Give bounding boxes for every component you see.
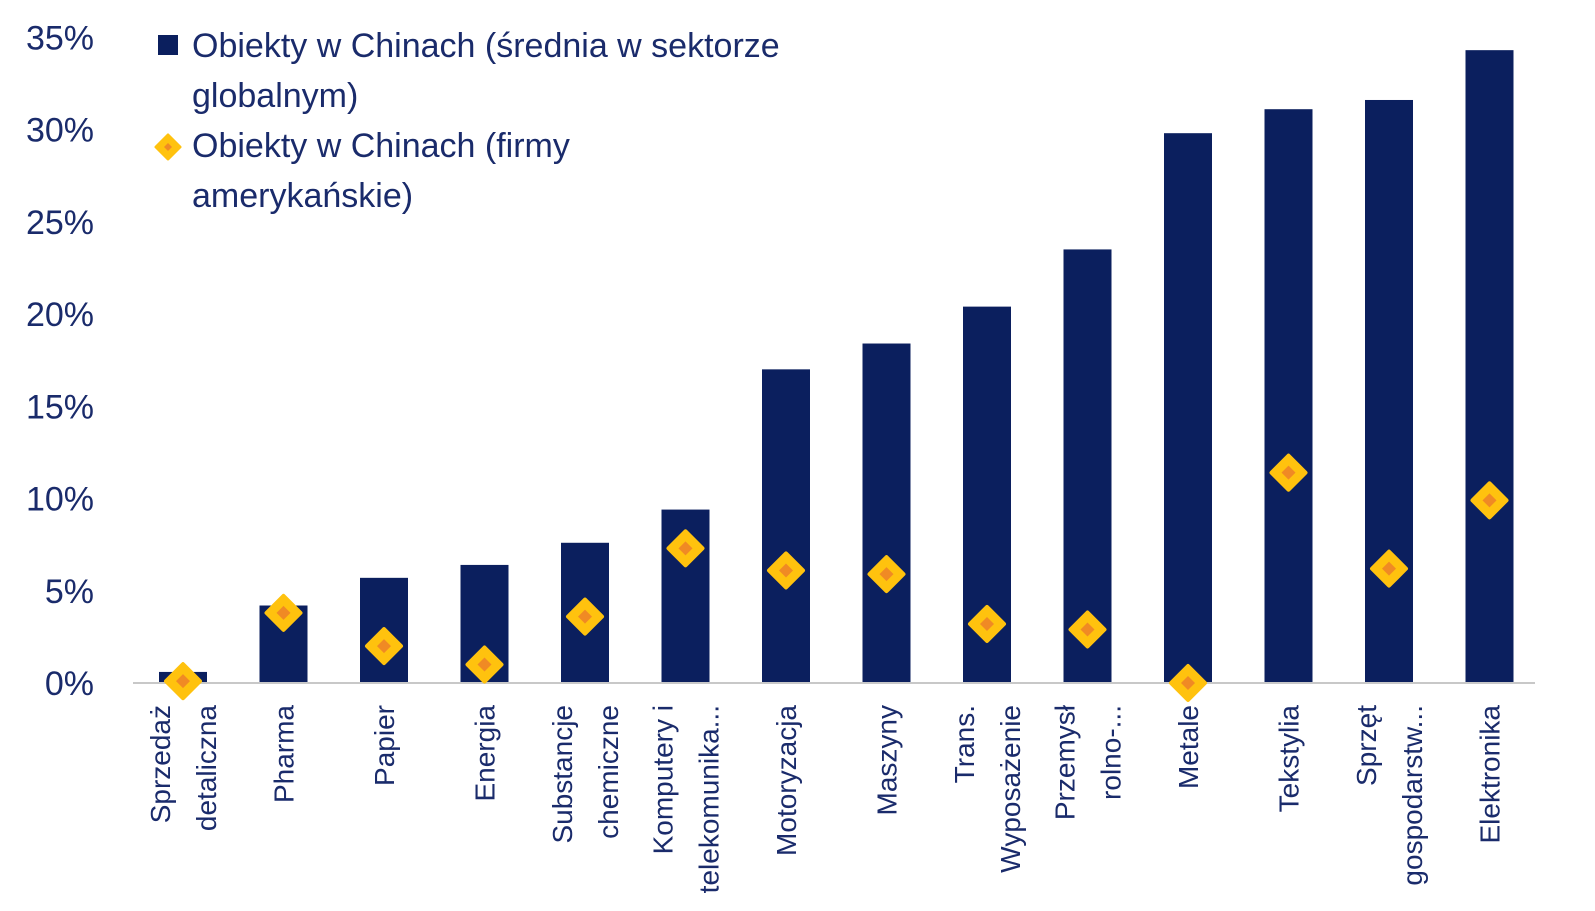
marker-point xyxy=(666,529,705,568)
x-category-label: detaliczna xyxy=(191,705,222,832)
x-category-label: Elektronika xyxy=(1475,705,1506,844)
x-category-label: Motoryzacja xyxy=(771,705,802,856)
legend-label: Obiekty w Chinach (firmy xyxy=(192,127,570,165)
marker-point xyxy=(1370,549,1408,588)
marker-point xyxy=(566,597,604,636)
x-category-label: Komputery i xyxy=(648,705,679,854)
marker-series xyxy=(164,453,1509,702)
y-tick-label: 35% xyxy=(26,19,94,57)
bar xyxy=(1365,99,1413,684)
bar xyxy=(1465,50,1514,684)
x-category-label: Energia xyxy=(470,705,501,802)
x-category-label: Wyposażenie xyxy=(995,705,1026,873)
marker-point xyxy=(1269,453,1308,492)
marker-point xyxy=(264,593,303,632)
y-tick-label: 20% xyxy=(26,296,94,334)
x-axis-categories: Sprzedaż detaliczna Pharma Papier Energia Sub… xyxy=(145,704,1506,893)
y-tick-label: 10% xyxy=(26,481,94,519)
marker-point xyxy=(867,555,906,594)
bar xyxy=(1164,133,1212,683)
y-axis-ticks: 0% 5% 10% 15% 20% 25% 30% 35% xyxy=(26,19,94,703)
y-tick-label: 25% xyxy=(26,204,94,242)
legend-swatch-marker xyxy=(154,133,182,161)
x-category-label: Tekstylia xyxy=(1274,705,1305,813)
x-category-label: Metale xyxy=(1173,705,1204,789)
x-category-label: telekomunika... xyxy=(694,705,725,893)
legend: Obiekty w Chinach (średnia w sektorze glo… xyxy=(154,27,780,215)
marker-point xyxy=(164,662,202,701)
x-category-label: Trans. xyxy=(949,705,980,783)
marker-point xyxy=(767,551,805,590)
x-category-label: Papier xyxy=(369,705,400,786)
marker-point xyxy=(1169,664,1207,702)
x-category-label: Pharma xyxy=(269,705,300,803)
bar xyxy=(862,343,911,683)
marker-point xyxy=(465,645,504,684)
bar xyxy=(1264,109,1313,683)
x-category-label: Sprzęt xyxy=(1351,705,1382,786)
bar xyxy=(762,369,810,683)
legend-swatch-bar xyxy=(158,35,178,55)
marker-point xyxy=(968,604,1006,643)
y-tick-label: 5% xyxy=(45,573,94,611)
x-category-label: gospodarstw... xyxy=(1397,705,1428,886)
legend-label: Obiekty w Chinach (średnia w sektorze xyxy=(192,27,780,65)
legend-label: globalnym) xyxy=(192,77,358,115)
marker-point xyxy=(365,627,403,666)
y-tick-label: 30% xyxy=(26,112,94,150)
x-category-label: chemiczne xyxy=(593,705,624,839)
y-tick-label: 15% xyxy=(26,388,94,426)
marker-point xyxy=(1068,610,1107,649)
bar-series xyxy=(159,50,1514,684)
x-category-label: Maszyny xyxy=(872,705,903,815)
x-category-label: Sprzedaż xyxy=(145,705,176,823)
x-category-label: Substancje xyxy=(547,705,578,844)
x-category-label: Przemysł xyxy=(1050,704,1081,820)
marker-point xyxy=(1470,481,1509,520)
y-tick-label: 0% xyxy=(45,665,94,703)
legend-label: amerykańskie) xyxy=(192,177,413,215)
x-category-label: rolno-... xyxy=(1096,705,1127,800)
